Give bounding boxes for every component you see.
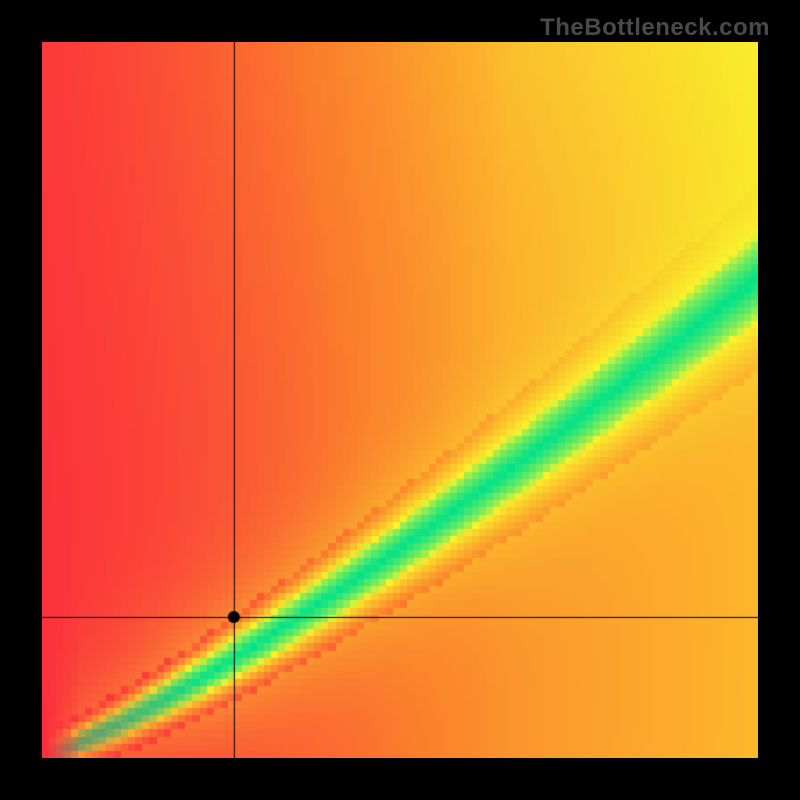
watermark-text: TheBottleneck.com <box>540 14 770 42</box>
bottleneck-heatmap <box>42 42 758 758</box>
